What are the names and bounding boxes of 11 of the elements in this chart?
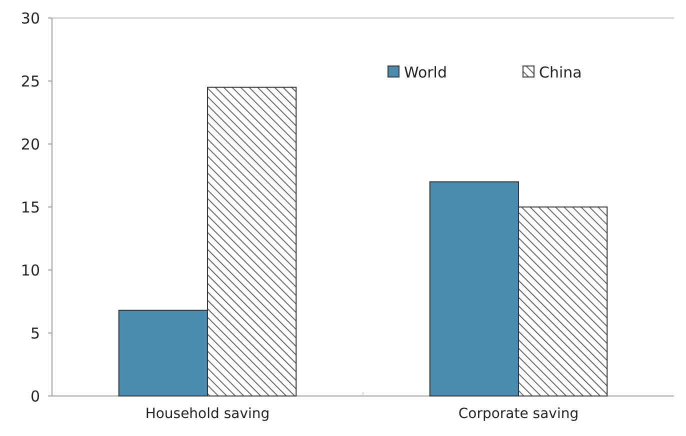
legend-label: World	[404, 63, 447, 82]
y-tick-label: 30	[20, 9, 40, 28]
legend-label: China	[539, 63, 582, 82]
y-tick-label: 0	[30, 387, 40, 406]
x-tick-label: Household saving	[145, 406, 270, 422]
y-tick-label: 25	[20, 72, 40, 90]
y-tick-label: 5	[30, 324, 40, 342]
y-tick-label: 10	[20, 261, 40, 280]
x-tick-label: Corporate saving	[458, 406, 579, 422]
y-tick-label: 15	[20, 198, 40, 216]
y-tick-label: 20	[20, 135, 40, 154]
